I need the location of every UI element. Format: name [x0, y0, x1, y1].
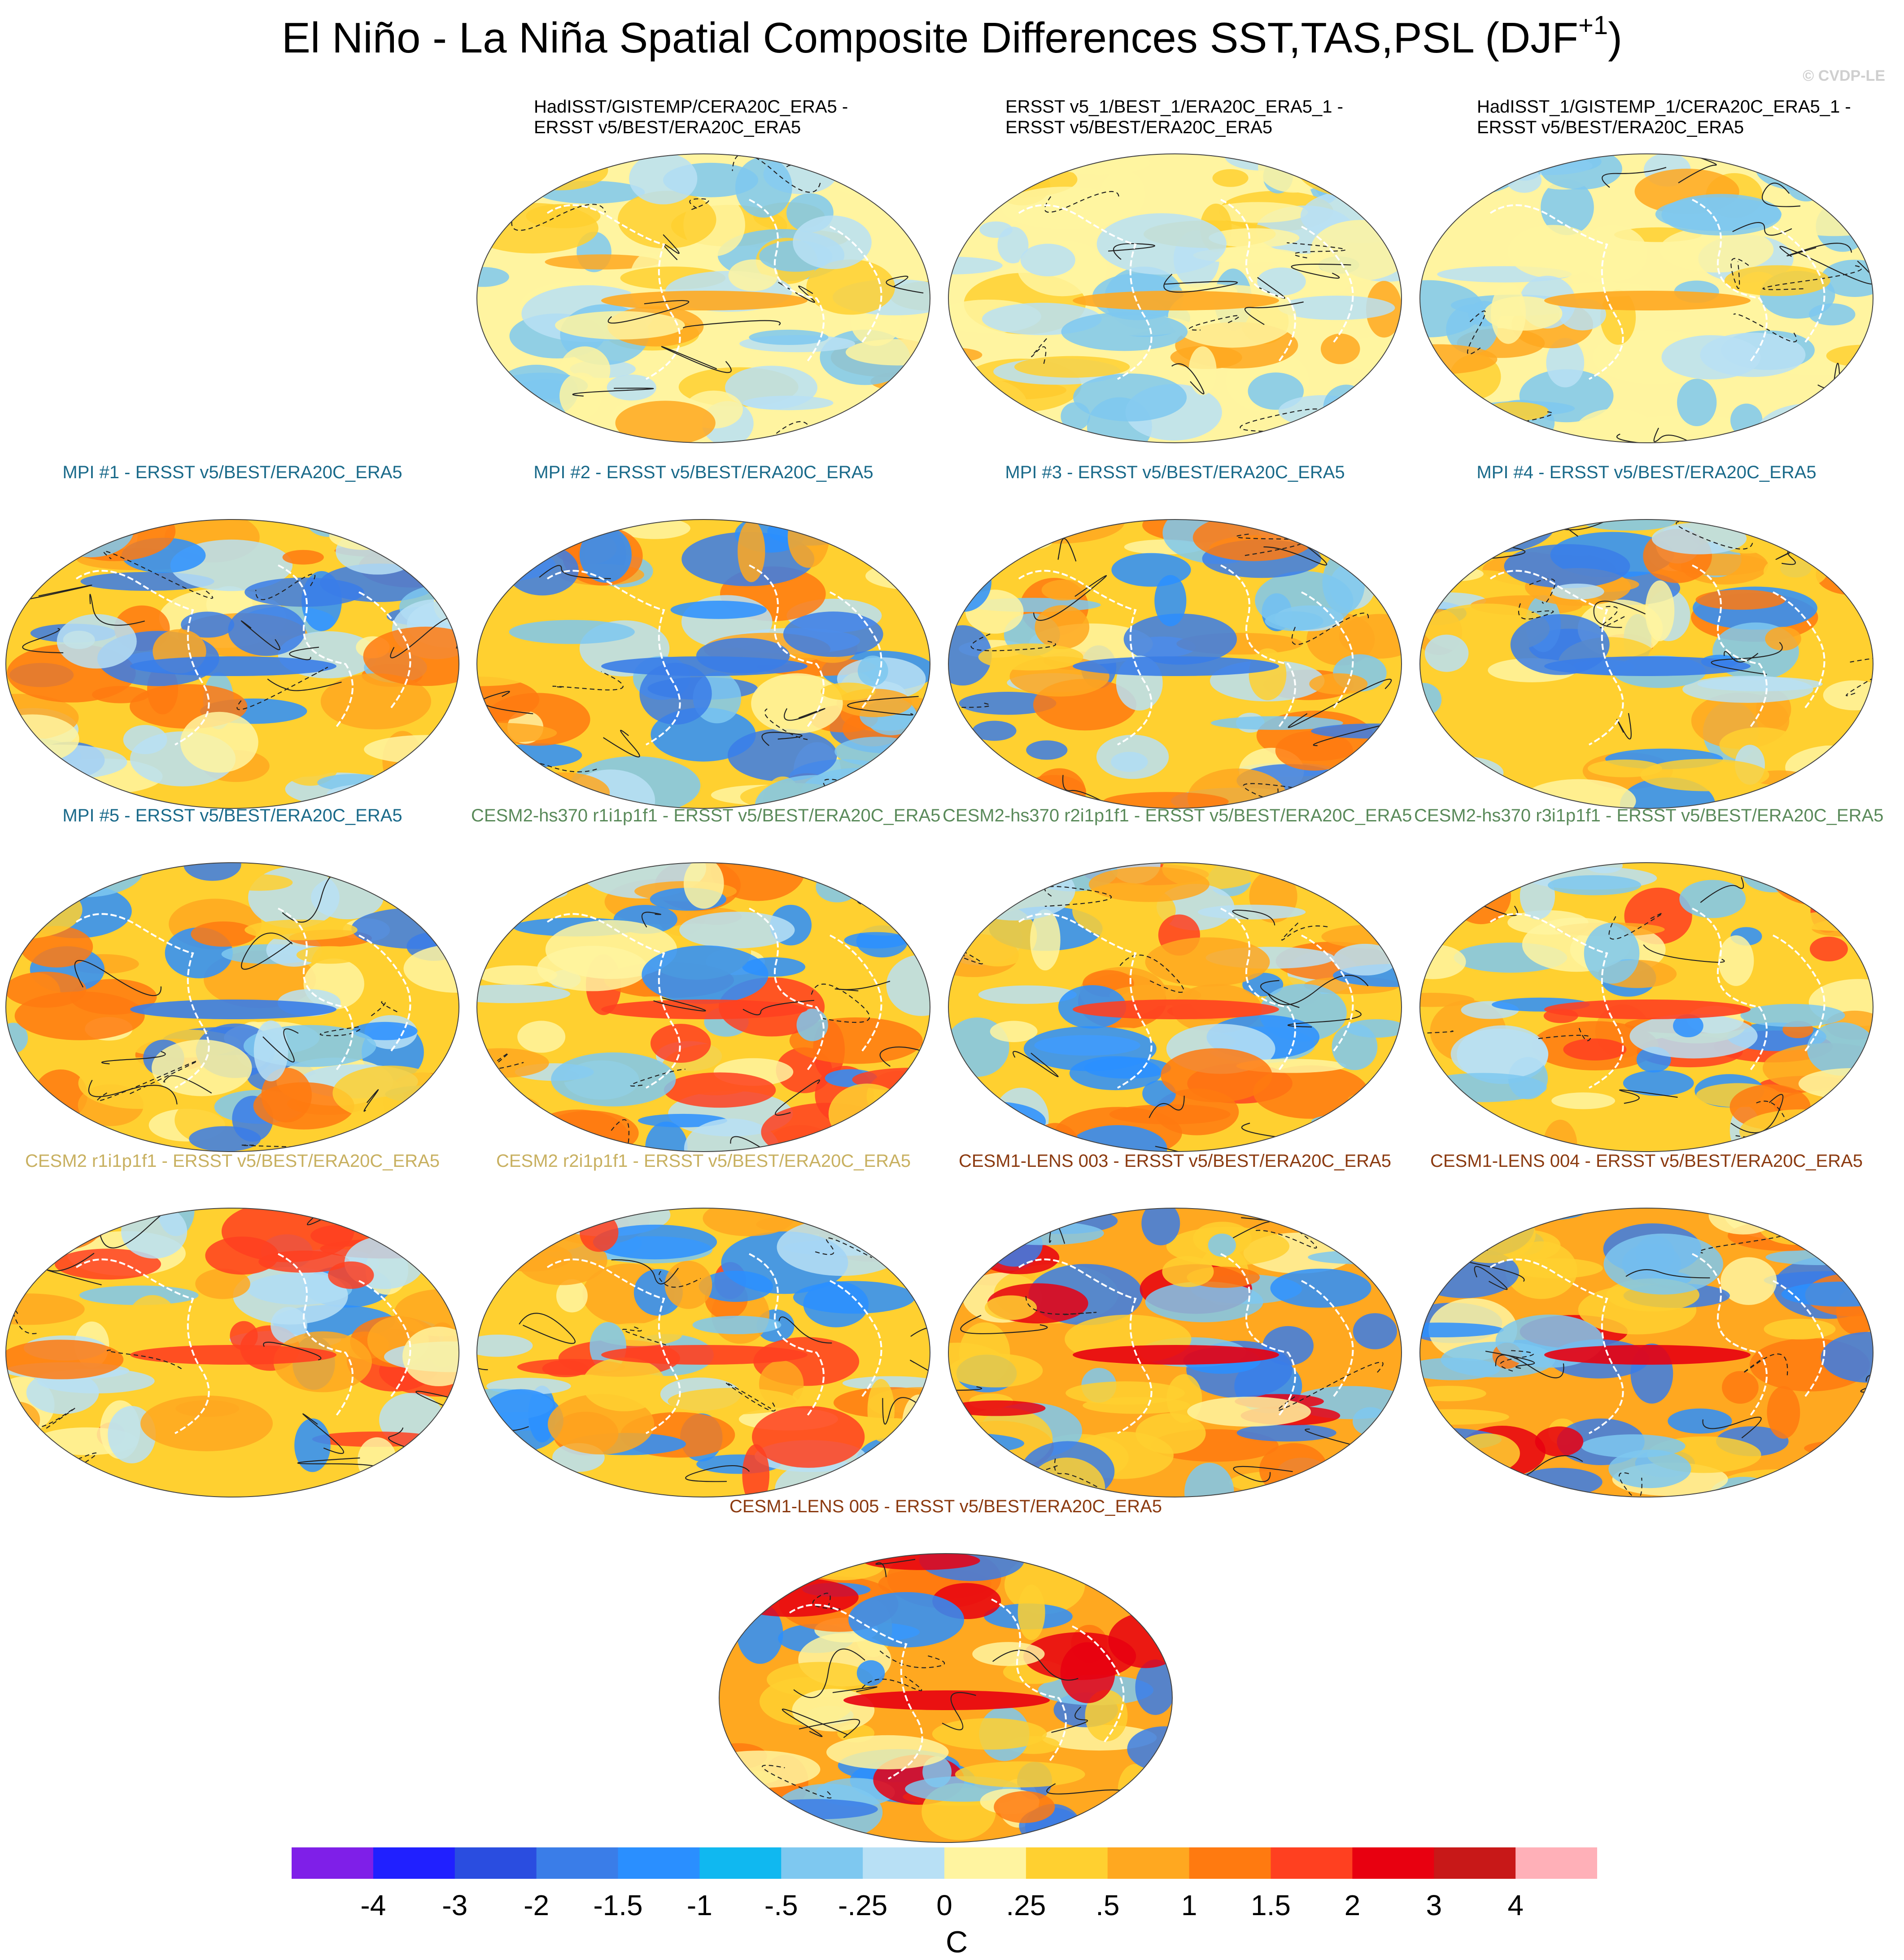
colorbar-swatch [618, 1847, 700, 1879]
map-panel: CESM2-hs370 r3i1p1f1 - ERSST v5/BEST/ERA… [1414, 805, 1884, 1160]
colorbar-tick-label: 3 [1426, 1889, 1442, 1921]
robinson-map [948, 153, 1402, 443]
panel-title: CESM1-LENS 004 - ERSST v5/BEST/ERA20C_ER… [1430, 1151, 1863, 1171]
map-panel: MPI #2 - ERSST v5/BEST/ERA20C_ERA5 [471, 462, 936, 816]
colorbar-tick-label: -1 [686, 1889, 712, 1921]
map-panel: HadISST_1/GISTEMP_1/CERA20C_ERA5_1 - ERSS… [1414, 96, 1879, 451]
figure-title: El Niño - La Niña Spatial Composite Diff… [281, 11, 1623, 62]
colorbar-swatch [1434, 1847, 1516, 1879]
map-panel: MPI #1 - ERSST v5/BEST/ERA20C_ERA5 [0, 462, 465, 816]
robinson-map [948, 862, 1402, 1152]
colorbar-tick-label: -1.5 [593, 1889, 643, 1921]
map-panel: CESM2-hs370 r1i1p1f1 - ERSST v5/BEST/ERA… [471, 805, 941, 1160]
map-panel: CESM2 r2i1p1f1 - ERSST v5/BEST/ERA20C_ER… [471, 1151, 936, 1505]
colorbar-swatch [944, 1847, 1026, 1879]
colorbar-units: C [946, 1925, 968, 1959]
map-panel: ERSST v5_1/BEST_1/ERA20C_ERA5_1 - ERSST v… [943, 96, 1407, 451]
colorbar-swatch [781, 1847, 863, 1879]
colorbar-swatch [1026, 1847, 1108, 1879]
colorbar-tick-label: -.5 [764, 1889, 798, 1921]
robinson-map [1419, 153, 1873, 443]
colorbar-swatch [536, 1847, 618, 1879]
map-panel: HadISST/GISTEMP/CERA20C_ERA5 - ERSST v5/B… [471, 96, 936, 451]
robinson-map [476, 519, 930, 809]
colorbar-swatch [863, 1847, 945, 1879]
panel-title: CESM2 r1i1p1f1 - ERSST v5/BEST/ERA20C_ER… [25, 1151, 440, 1171]
colorbar-tick-label: 2 [1344, 1889, 1361, 1921]
map-panel: CESM1-LENS 004 - ERSST v5/BEST/ERA20C_ER… [1414, 1151, 1879, 1505]
panel-title: MPI #2 - ERSST v5/BEST/ERA20C_ERA5 [533, 463, 873, 482]
panel-title: CESM2-hs370 r2i1p1f1 - ERSST v5/BEST/ERA… [943, 806, 1412, 825]
map-panel: CESM2 r1i1p1f1 - ERSST v5/BEST/ERA20C_ER… [0, 1151, 465, 1505]
map-panel: CESM2-hs370 r2i1p1f1 - ERSST v5/BEST/ERA… [943, 805, 1412, 1160]
panel-title: CESM2-hs370 r3i1p1f1 - ERSST v5/BEST/ERA… [1414, 806, 1884, 825]
colorbar-swatch [454, 1847, 537, 1879]
panel-title: MPI #4 - ERSST v5/BEST/ERA20C_ERA5 [1476, 463, 1817, 482]
panel-title: MPI #5 - ERSST v5/BEST/ERA20C_ERA5 [62, 806, 402, 825]
colorbar-swatch [1189, 1847, 1271, 1879]
colorbar-tick-label: .5 [1096, 1889, 1120, 1921]
robinson-map [476, 1208, 930, 1497]
robinson-map [1419, 862, 1873, 1152]
colorbar-swatch [373, 1847, 455, 1879]
colorbar-tick-label: 1.5 [1251, 1889, 1291, 1921]
panel-title: CESM1-LENS 003 - ERSST v5/BEST/ERA20C_ER… [958, 1151, 1392, 1171]
map-panel: CESM1-LENS 005 - ERSST v5/BEST/ERA20C_ER… [713, 1496, 1178, 1851]
map-panel: CESM1-LENS 003 - ERSST v5/BEST/ERA20C_ER… [943, 1151, 1407, 1505]
map-panel: MPI #5 - ERSST v5/BEST/ERA20C_ERA5 [0, 805, 465, 1160]
colorbar-tick-label: -4 [360, 1889, 386, 1921]
colorbar-tick-label: -2 [524, 1889, 550, 1921]
colorbar-tick-label: -.25 [838, 1889, 888, 1921]
colorbar-swatch [699, 1847, 782, 1879]
robinson-map [1419, 1208, 1873, 1497]
robinson-map [719, 1553, 1173, 1843]
colorbar-swatch [1271, 1847, 1353, 1879]
robinson-map [476, 862, 930, 1152]
panel-title: CESM1-LENS 005 - ERSST v5/BEST/ERA20C_ER… [729, 1497, 1162, 1516]
colorbar-tick-label: -3 [442, 1889, 468, 1921]
robinson-map [5, 862, 459, 1152]
colorbar-tick-label: 1 [1181, 1889, 1197, 1921]
colorbar-swatch [1515, 1847, 1597, 1879]
colorbar-tick-label: 4 [1507, 1889, 1524, 1921]
robinson-map [5, 1208, 459, 1497]
robinson-map [476, 153, 930, 443]
watermark: © CVDP-LE [1803, 67, 1885, 84]
colorbar-swatch [1107, 1847, 1190, 1879]
colorbar-tick-label: 0 [936, 1889, 952, 1921]
colorbar [292, 1847, 1597, 1879]
panel-title: CESM2 r2i1p1f1 - ERSST v5/BEST/ERA20C_ER… [496, 1151, 911, 1171]
colorbar-swatch [1352, 1847, 1434, 1879]
panel-title: ERSST v5_1/BEST_1/ERA20C_ERA5_1 - ERSST v… [1005, 97, 1343, 137]
robinson-map [5, 519, 459, 809]
panel-title: MPI #1 - ERSST v5/BEST/ERA20C_ERA5 [62, 463, 402, 482]
panel-title: HadISST_1/GISTEMP_1/CERA20C_ERA5_1 - ERSS… [1477, 97, 1851, 137]
panel-title: CESM2-hs370 r1i1p1f1 - ERSST v5/BEST/ERA… [471, 806, 941, 825]
robinson-map [948, 1208, 1402, 1497]
robinson-map [1419, 519, 1873, 809]
robinson-map [948, 519, 1402, 809]
colorbar-tick-label: .25 [1006, 1889, 1046, 1921]
panel-title: MPI #3 - ERSST v5/BEST/ERA20C_ERA5 [1005, 463, 1345, 482]
map-panel: MPI #4 - ERSST v5/BEST/ERA20C_ERA5 [1414, 462, 1879, 816]
panel-title: HadISST/GISTEMP/CERA20C_ERA5 - ERSST v5/B… [534, 97, 848, 137]
map-panel: MPI #3 - ERSST v5/BEST/ERA20C_ERA5 [943, 462, 1407, 816]
colorbar-swatch [292, 1847, 374, 1879]
